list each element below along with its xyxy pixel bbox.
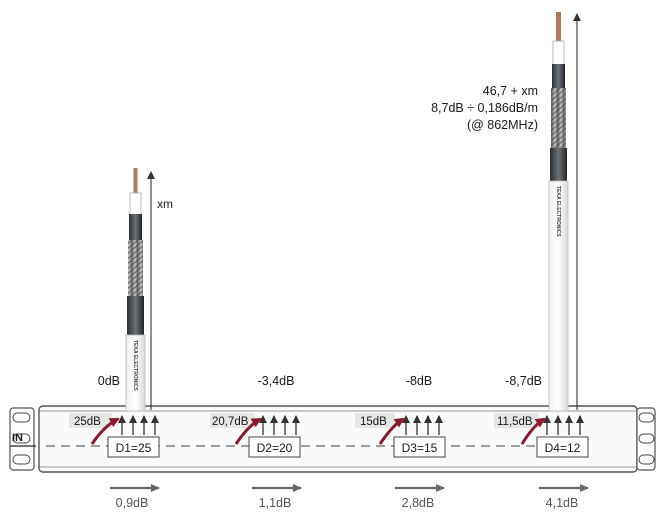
- outlet-level-2: -3,4dB: [258, 374, 295, 388]
- coax-cable-short: TEKA ELECTRONICS: [125, 168, 146, 412]
- cable-jacket: [548, 180, 569, 412]
- through-loss-4: 4,1dB: [546, 496, 579, 510]
- cable-dielectric: [552, 40, 565, 66]
- cable-braid: [551, 88, 566, 150]
- outlet-level-4: -8,7dB: [505, 374, 542, 388]
- tap-box: [248, 436, 301, 458]
- tap-loss-2: 20,7dB: [212, 416, 249, 428]
- cable-frequency-long: (@ 862MHz): [467, 118, 538, 132]
- tap-loss-4: 11,5dB: [497, 416, 533, 428]
- cable-core-conductor: [556, 12, 561, 42]
- tap-loss-badge: [355, 413, 395, 428]
- rack-panel: [9, 405, 656, 473]
- cable-length-short: xm: [157, 197, 173, 211]
- cable-jacket: [125, 334, 146, 412]
- tap-group-1: 25dB D1=25: [69, 413, 160, 458]
- coax-cable-long: TEKA ELECTRONICS: [548, 12, 569, 412]
- input-label: IN: [12, 432, 23, 444]
- cable-braid: [128, 240, 143, 298]
- tap-box: [107, 436, 160, 458]
- tap-port-arrows: [259, 415, 300, 435]
- tap-loss-badge: [69, 413, 112, 428]
- tap-loss-badge: [210, 413, 255, 428]
- tap-group-2: 20,7dB D2=20: [210, 413, 301, 458]
- cable-outer-foil: [550, 148, 567, 182]
- tap-port-arrows: [543, 415, 584, 435]
- cable-outer-foil: [127, 296, 144, 336]
- cable-loss-long: 8,7dB ÷ 0,186dB/m: [431, 101, 538, 115]
- through-loss-3: 2,8dB: [402, 496, 435, 510]
- tap-loss-3: 15dB: [360, 416, 387, 428]
- tap-port-arrows: [402, 415, 443, 435]
- tap-group-4: 11,5dB D4=12: [494, 413, 589, 458]
- rack-ear-right: [636, 407, 656, 471]
- tap-signal-arrow: [378, 417, 405, 445]
- tap-3: D3=15: [402, 441, 438, 455]
- tap-loss-badge: [494, 413, 539, 428]
- tap-signal-arrow: [520, 417, 546, 445]
- tap-group-3: 15dB D3=15: [355, 413, 446, 458]
- cable-length-long: 46,7 + xm: [483, 84, 538, 98]
- through-loss-2: 1,1dB: [259, 496, 292, 510]
- tap-signal-arrow: [234, 417, 262, 445]
- tap-box: [393, 436, 446, 458]
- through-loss-1: 0,9dB: [116, 496, 149, 510]
- outlet-level-1: 0dB: [98, 374, 120, 388]
- cable-foil: [552, 64, 565, 88]
- tap-port-arrows: [118, 415, 159, 435]
- tap-box: [536, 436, 589, 458]
- outlet-level-3: -8dB: [406, 374, 432, 388]
- tap-signal-arrow: [90, 417, 120, 445]
- tap-1: D1=25: [116, 441, 152, 455]
- cable-brand-text: TEKA ELECTRONICS: [132, 340, 138, 391]
- tap-loss-1: 25dB: [74, 416, 101, 428]
- tap-4: D4=12: [545, 441, 581, 455]
- cable-brand-text: TEKA ELECTRONICS: [555, 186, 561, 237]
- cable-dielectric: [129, 192, 142, 216]
- rack-ear-left: [9, 407, 35, 471]
- tap-2: D2=20: [257, 441, 293, 455]
- cable-core-conductor: [133, 168, 138, 194]
- cable-foil: [129, 214, 142, 240]
